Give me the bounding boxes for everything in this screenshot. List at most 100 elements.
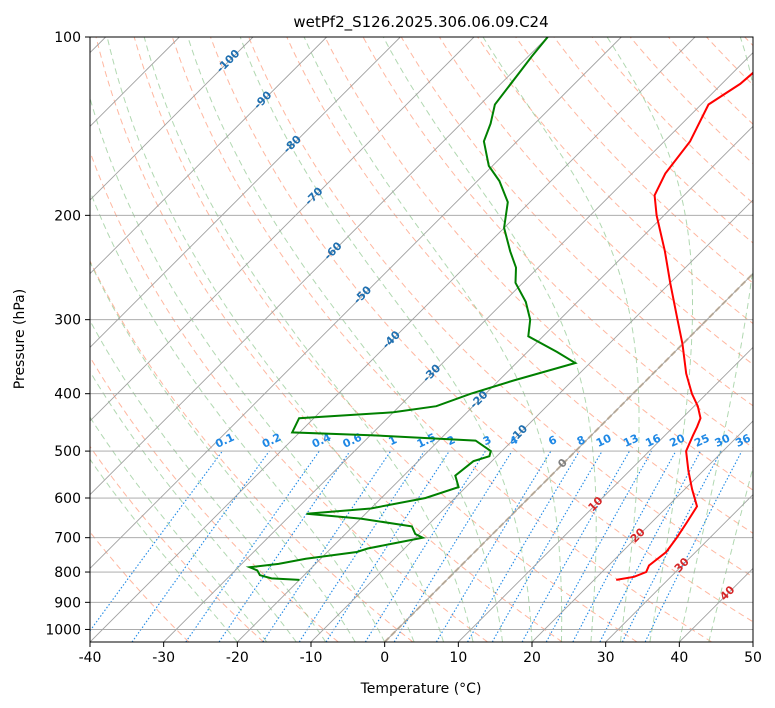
dry-adiabat <box>668 37 753 125</box>
isotherm-line <box>679 567 753 642</box>
isotherm-line <box>384 273 753 642</box>
isotherm-line <box>458 346 753 642</box>
x-tick-label: -20 <box>226 650 249 666</box>
moist-adiabat <box>708 465 753 642</box>
dry-adiabat <box>210 37 753 623</box>
isotherm-label: -40 <box>380 328 403 351</box>
moist-adiabat <box>606 37 693 642</box>
moist-adiabat <box>382 37 597 642</box>
isotherm-line <box>531 420 753 642</box>
mixing-ratio-line <box>364 450 486 642</box>
dry-adiabat <box>90 259 414 642</box>
x-tick-label: 40 <box>670 650 688 666</box>
mixing-ratio-line <box>131 450 270 642</box>
mixing-ratio-label: 6 <box>546 433 559 448</box>
y-tick-label: 300 <box>54 313 81 329</box>
dewpoint-line <box>245 37 578 581</box>
x-tick-label: 50 <box>744 650 762 666</box>
moist-adiabat <box>187 37 503 642</box>
dry-adiabat <box>171 37 712 642</box>
mixing-ratio-line <box>435 450 552 642</box>
mixing-ratio-line <box>262 450 392 642</box>
dry-adiabat <box>744 37 753 47</box>
mixing-ratio-line <box>521 450 630 642</box>
isotherm-line <box>310 199 753 642</box>
chart-title: wetPf2_S126.2025.306.06.09.C24 <box>293 13 548 32</box>
y-tick-label: 100 <box>54 30 81 46</box>
isotherm-line <box>90 37 254 201</box>
dry-adiabat <box>248 37 753 578</box>
mixing-ratio-label: 1.5 <box>415 431 438 451</box>
isotherm-label: -60 <box>321 239 344 262</box>
isotherm-line <box>90 37 327 275</box>
dry-adiabat <box>90 531 190 642</box>
isotherm-line <box>90 37 622 569</box>
moist-adiabat <box>239 37 533 642</box>
isotherm-line <box>90 37 401 348</box>
y-tick-label: 1000 <box>45 622 81 638</box>
mixing-ratio-label: 30 <box>713 431 733 449</box>
mixing-ratio-label: 16 <box>643 431 663 449</box>
mixing-ratio-line <box>298 450 425 642</box>
moist-adiabat <box>678 37 753 642</box>
isotherm-line <box>752 641 753 642</box>
y-tick-label: 900 <box>54 595 81 611</box>
isotherm-line <box>163 52 753 642</box>
mixing-ratio-label: 20 <box>668 431 688 449</box>
moist-adiabat <box>90 458 238 642</box>
mixing-ratio-label: 36 <box>733 431 753 449</box>
profiles <box>245 37 753 581</box>
x-tick-label: -10 <box>300 650 323 666</box>
mixing-ratio-label: 0.1 <box>213 431 236 451</box>
y-axis-label: Pressure (hPa) <box>12 289 28 389</box>
y-axis: 100 200 300 400 500 600 700 800 900 1000 <box>45 30 90 638</box>
isotherm-label: 40 <box>717 583 737 603</box>
x-tick-label: 30 <box>597 650 615 666</box>
mixing-ratio-line <box>545 450 653 642</box>
x-axis-label: Temperature (°C) <box>360 681 482 697</box>
isotherm-line <box>237 125 753 642</box>
moist-adiabat <box>90 370 297 642</box>
moist-adiabat <box>106 37 445 642</box>
x-tick-label: -30 <box>152 650 175 666</box>
mixing-ratio-line <box>185 450 320 642</box>
moist-adiabat <box>482 37 640 642</box>
isotherm-label: -70 <box>302 184 325 207</box>
y-tick-label: 800 <box>54 565 81 581</box>
x-axis: -40 -30 -20 -10 0 10 20 30 40 50 <box>79 642 762 666</box>
temperature-line <box>616 71 753 581</box>
y-tick-label: 400 <box>54 387 81 403</box>
mixing-ratio-line <box>572 450 677 642</box>
dry-adiabat <box>90 356 339 642</box>
y-tick-label: 600 <box>54 491 81 507</box>
isotherm-label: -80 <box>281 133 304 156</box>
mixing-ratio-line <box>644 450 743 642</box>
x-tick-label: 20 <box>523 650 541 666</box>
dry-adiabat <box>515 37 753 284</box>
mixing-ratio-label: 25 <box>692 432 711 450</box>
isotherm-line <box>90 37 475 422</box>
dry-adiabat <box>90 445 264 642</box>
dry-adiabat <box>95 37 563 642</box>
dry-adiabat <box>706 37 753 86</box>
isotherm-label: 10 <box>586 494 606 514</box>
y-tick-label: 200 <box>54 208 81 224</box>
x-tick-label: 10 <box>449 650 467 666</box>
mixing-ratio-line <box>325 450 450 642</box>
mixing-ratio-line <box>621 450 722 642</box>
isotherm-line <box>605 494 753 642</box>
x-tick-label: -40 <box>79 650 102 666</box>
dry-adiabat <box>553 37 753 244</box>
moist-adiabat <box>90 260 356 642</box>
y-tick-label: 700 <box>54 531 81 547</box>
mixing-ratio-label: 0.2 <box>260 431 283 451</box>
mixing-ratio-label: 2 <box>445 433 457 448</box>
plot-frame <box>89 36 754 643</box>
moist-adiabat <box>90 96 415 642</box>
mixing-ratio-line <box>393 450 513 642</box>
isotherm-label: 20 <box>628 525 648 545</box>
y-tick-label: 500 <box>54 444 81 460</box>
mixing-ratio-line <box>599 450 701 642</box>
